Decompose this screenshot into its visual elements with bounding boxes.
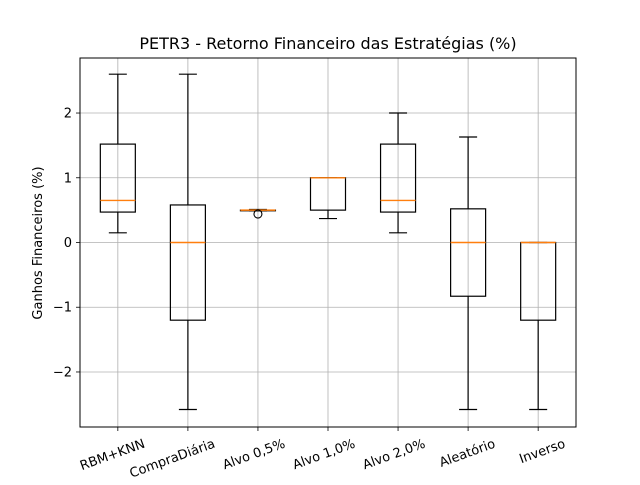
box-body <box>99 143 136 213</box>
box-body <box>379 143 417 213</box>
x-tick-label: Alvo 1,0% <box>291 437 358 473</box>
y-tick-label: −2 <box>53 365 72 380</box>
box-body <box>169 204 206 321</box>
y-tick-label: 1 <box>64 171 72 186</box>
chart-title: PETR3 - Retorno Financeiro das Estratégi… <box>139 34 516 53</box>
y-axis-label: Ganhos Financeiros (%) <box>31 166 46 319</box>
box-layer <box>99 73 557 411</box>
x-tick-label: Inverso <box>517 437 567 467</box>
box-7 <box>520 241 557 411</box>
box-5 <box>379 112 417 234</box>
x-tick-label: Alvo 0,5% <box>221 437 288 473</box>
grid-layer <box>80 58 576 427</box>
box-body <box>450 208 487 297</box>
box-2 <box>169 73 206 411</box>
x-tick-label: Alvo 2,0% <box>361 437 428 473</box>
y-tick-label: 2 <box>64 107 72 122</box>
x-tick-label: Aleatório <box>437 437 497 471</box>
y-tick-label: −1 <box>53 301 72 316</box>
outlier-point <box>253 209 263 219</box>
box-6 <box>450 136 487 411</box>
box-4 <box>309 177 347 220</box>
box-3 <box>239 208 277 219</box>
box-1 <box>99 73 136 234</box>
y-tick-label: 0 <box>64 236 72 251</box>
